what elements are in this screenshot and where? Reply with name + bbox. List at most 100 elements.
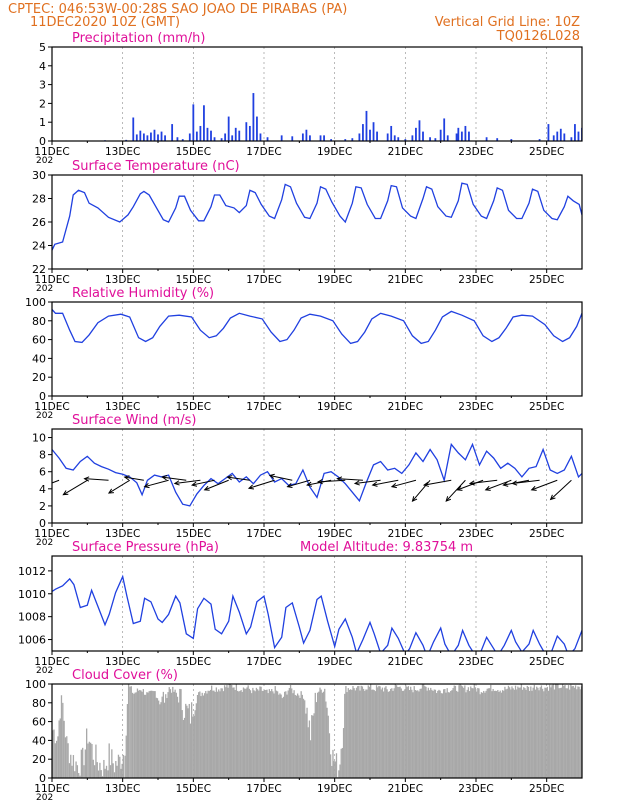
cloud-bar xyxy=(304,700,306,778)
cloud-bar xyxy=(262,690,265,778)
x-tick-label: 19DEC xyxy=(317,783,352,795)
cloud-bar xyxy=(238,691,240,778)
wind-arrow xyxy=(354,479,381,484)
cloud-bar xyxy=(83,765,85,778)
y-tick-label: 4 xyxy=(39,483,46,496)
cloud-bar xyxy=(433,689,435,778)
wind-arrow-head xyxy=(83,476,90,482)
precip-bar xyxy=(238,130,241,141)
cloud-bar xyxy=(513,689,515,778)
cloud-bar xyxy=(291,688,293,778)
cloud-bar xyxy=(418,691,420,778)
cloud-bar xyxy=(564,684,566,778)
cloud-bar xyxy=(116,765,118,778)
precip-bar xyxy=(577,131,580,141)
precip-bar xyxy=(171,124,174,141)
cloud-bar xyxy=(284,691,286,778)
cloud-bar xyxy=(380,689,382,778)
panel-frame xyxy=(51,428,583,524)
precip-bar xyxy=(192,104,195,141)
cloud-bar xyxy=(127,684,130,778)
cloud-bar xyxy=(461,686,464,778)
x-tick-label: 11DEC xyxy=(34,528,69,540)
cloud-bar xyxy=(153,691,155,778)
cloud-bar xyxy=(346,692,348,778)
cloud-bar xyxy=(222,691,225,778)
cloud-bar xyxy=(147,692,149,778)
precip-bar xyxy=(415,127,417,141)
wind-arrow-head xyxy=(468,480,475,486)
cloud-bar xyxy=(309,740,312,778)
cloud-bar xyxy=(124,755,126,778)
cloud-bar xyxy=(457,691,459,778)
cloud-bar xyxy=(59,718,61,778)
panel-frame xyxy=(51,683,583,779)
x-tick-label: 17DEC xyxy=(246,528,281,540)
cloud-bar xyxy=(464,685,466,778)
cloud-bar xyxy=(243,688,246,778)
precip-bar xyxy=(248,125,251,141)
x-tick-label: 17DEC xyxy=(246,656,281,668)
cloud-bar xyxy=(500,692,503,778)
precip-bar xyxy=(386,133,389,141)
cloud-bar xyxy=(305,713,307,778)
precip-bar xyxy=(280,135,283,141)
cloud-bar xyxy=(518,687,520,778)
y-tick-label: 40 xyxy=(32,734,46,747)
cloud-bar xyxy=(285,691,287,778)
precip-bar xyxy=(606,115,608,141)
cloud-bar xyxy=(117,754,120,778)
y-tick-label: 100 xyxy=(25,678,46,691)
cloud-bar xyxy=(505,689,507,778)
cloud-bar xyxy=(183,717,186,778)
cloud-bar xyxy=(523,687,525,778)
panel-6: 0 20 40 60 80 100 11DEC 13DEC 15DEC 17DEC 19DEC 21D… xyxy=(25,668,583,800)
cloud-bar xyxy=(82,747,84,778)
precip-bar xyxy=(234,127,237,141)
precip-bar xyxy=(195,131,198,141)
panel-1: 0 1 2 3 4 5 11DEC 13DEC 15DEC 17DEC 19DEC 21DEC 23DE… xyxy=(34,31,608,166)
header-code: TQ0126L028 xyxy=(496,29,580,44)
wind-arrow-head xyxy=(306,481,313,487)
cloud-bar xyxy=(302,698,305,778)
cloud-bar xyxy=(133,693,135,778)
cloud-bar xyxy=(554,684,557,778)
cloud-bar xyxy=(267,693,269,778)
cloud-bar xyxy=(301,694,303,778)
cloud-bar xyxy=(74,771,76,778)
cloud-bar xyxy=(131,692,134,778)
x-tick-label: 21DEC xyxy=(388,783,423,795)
precip-bar xyxy=(181,139,184,141)
cloud-bar xyxy=(579,689,581,778)
cloud-bar xyxy=(371,689,373,778)
cloud-bar xyxy=(553,689,556,778)
cloud-bar xyxy=(534,689,537,778)
cloud-bar xyxy=(506,688,508,778)
x-tick-label: 19DEC xyxy=(317,528,352,540)
y-tick-label: 1006 xyxy=(18,634,46,647)
cloud-bar xyxy=(229,684,232,778)
precip-bar xyxy=(372,122,375,141)
cloud-bar xyxy=(163,702,166,778)
cloud-bar xyxy=(137,690,140,778)
cloud-bar xyxy=(559,687,561,778)
precip-bar xyxy=(457,127,460,141)
cloud-bar xyxy=(394,684,397,778)
cloud-bar xyxy=(397,686,399,778)
cloud-bar xyxy=(483,690,485,778)
cloud-bar xyxy=(209,689,212,778)
x-tick-label: 13DEC xyxy=(105,401,140,413)
cloud-bar xyxy=(236,690,239,778)
wind-arrow-head xyxy=(33,486,38,490)
y-tick-label: 80 xyxy=(32,315,46,328)
cloud-bar xyxy=(159,704,161,778)
x-tick-label: 21DEC xyxy=(388,401,423,413)
cloud-bar xyxy=(364,690,366,778)
cloud-bar xyxy=(521,689,524,778)
x-tick-label: 21DEC xyxy=(388,146,423,158)
cloud-bar xyxy=(361,686,364,778)
cloud-bar xyxy=(172,686,174,778)
precip-bar xyxy=(266,137,269,141)
x-tick-label: 25DEC xyxy=(529,528,564,540)
cloud-bar xyxy=(438,689,440,778)
